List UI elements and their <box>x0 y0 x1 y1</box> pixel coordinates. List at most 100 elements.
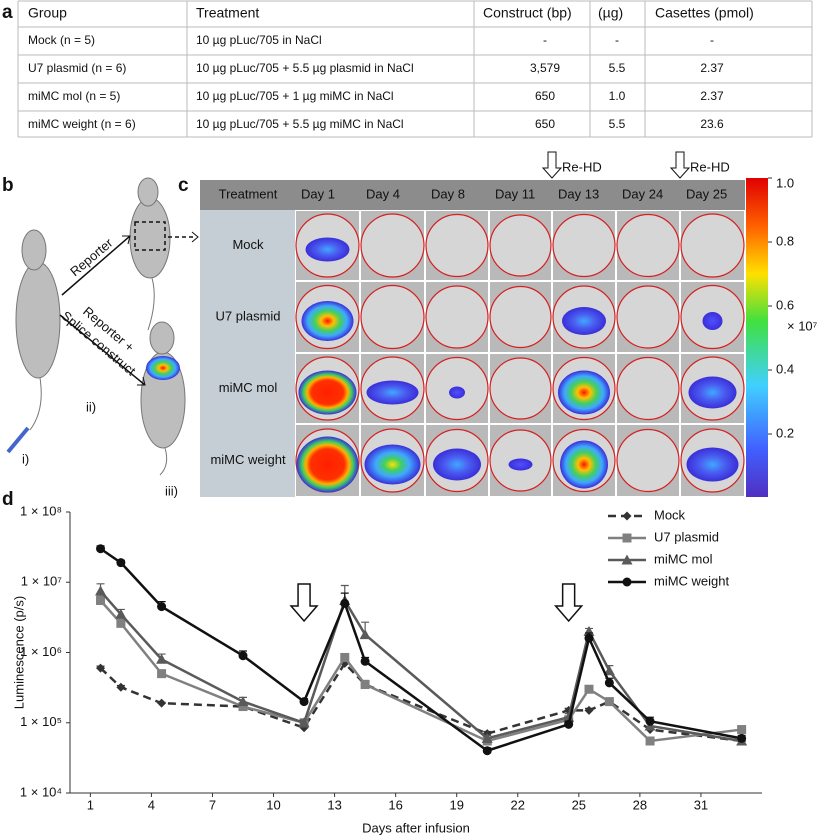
panel-label: b <box>2 175 14 196</box>
colorbar <box>746 178 768 497</box>
image-grid <box>295 210 745 497</box>
box <box>134 221 166 251</box>
well <box>680 213 745 278</box>
marker <box>157 669 167 679</box>
label: iii) <box>165 483 178 498</box>
marker <box>157 698 167 708</box>
x-tick-label: 7 <box>209 797 216 812</box>
x-tick-label: 19 <box>449 797 463 812</box>
signal <box>686 447 739 482</box>
y-tick-label: 1 × 10⁵ <box>20 714 62 729</box>
table-cell: 5.5 <box>609 117 626 131</box>
signal <box>146 356 180 380</box>
signal <box>508 458 533 471</box>
panel-label: a <box>2 2 13 23</box>
legend-label: miMC weight <box>654 573 730 588</box>
y-tick-label: 1 × 10⁶ <box>20 644 62 659</box>
mouse <box>129 197 171 279</box>
row-label: miMC weight <box>210 452 286 467</box>
column-header: Day 13 <box>558 186 599 201</box>
arrow <box>137 376 146 386</box>
marker <box>622 533 632 543</box>
well <box>616 213 680 278</box>
table-cell: 1.0 <box>609 89 626 103</box>
label: ii) <box>86 399 96 414</box>
table-cell: - <box>615 33 619 47</box>
table-cell: 5.5 <box>609 61 626 75</box>
x-tick-label: 28 <box>633 797 647 812</box>
column-header: (µg) <box>598 5 623 21</box>
mouse <box>15 261 61 379</box>
well <box>489 357 552 420</box>
marker <box>299 697 309 707</box>
well <box>552 213 616 278</box>
table-cell: 650 <box>535 117 555 131</box>
marker <box>645 736 655 746</box>
mouse <box>137 177 159 207</box>
column-header: Day 24 <box>622 186 663 201</box>
y-tick-label: 1 × 10⁴ <box>20 784 62 799</box>
table-cell: 10 µg pLuc/705 + 5.5 µg plasmid in NaCl <box>196 61 414 75</box>
arrow <box>191 231 199 243</box>
marker <box>584 705 594 715</box>
signal <box>449 386 465 399</box>
column-header: Day 1 <box>301 186 335 201</box>
marker <box>298 717 310 728</box>
marker <box>156 653 168 664</box>
column-header: Day 8 <box>431 186 465 201</box>
colorbar-tick-label: 0.8 <box>776 233 794 248</box>
column-header: Day 4 <box>366 186 400 201</box>
marker <box>96 663 106 673</box>
panel-label: d <box>2 489 14 510</box>
table-cell: 2.37 <box>700 61 724 75</box>
signal <box>366 380 419 405</box>
arrow <box>554 583 584 623</box>
marker <box>645 716 655 726</box>
arrow <box>61 235 131 296</box>
colorbar-tick-label: 0.2 <box>776 425 794 440</box>
marker <box>340 652 350 662</box>
y-axis-label: Luminescence (p/s) <box>11 596 26 709</box>
signal <box>433 448 481 481</box>
schematic <box>6 177 199 476</box>
marker <box>359 629 371 640</box>
signal <box>305 237 350 262</box>
signal <box>702 312 723 330</box>
marker <box>360 656 370 666</box>
marker <box>563 711 575 722</box>
colorbar-tick-label: 0.4 <box>776 361 794 376</box>
column-header: Group <box>28 5 67 21</box>
table-cell: 10 µg pLuc/705 + 1 µg miMC in NaCl <box>196 89 394 103</box>
legend-label: U7 plasmid <box>654 529 719 544</box>
column-header: Casettes (pmol) <box>655 5 754 21</box>
tail <box>29 377 42 431</box>
well <box>489 214 552 277</box>
marker <box>238 702 248 712</box>
x-tick-label: 4 <box>148 797 155 812</box>
well <box>616 285 680 349</box>
row-labels <box>200 210 295 497</box>
table-cell: miMC mol (n = 5) <box>28 89 120 103</box>
well <box>425 285 489 349</box>
x-tick-label: 25 <box>572 797 586 812</box>
header <box>200 180 745 210</box>
marker <box>603 665 615 676</box>
well <box>489 285 552 349</box>
colorbar-multiplier: × 10⁷ <box>787 318 818 333</box>
signal <box>298 370 357 415</box>
colorbar-tick-label: 0.6 <box>776 297 794 312</box>
marker <box>481 732 493 743</box>
tail <box>147 277 155 331</box>
marker <box>622 577 632 587</box>
column-header: Day 11 <box>495 186 535 201</box>
arrow <box>289 583 319 623</box>
well <box>616 356 680 421</box>
table-cell: 3,579 <box>530 61 560 75</box>
marker <box>622 511 632 521</box>
header-cell: Treatment <box>219 186 278 201</box>
annotation: Re-HD <box>562 159 602 174</box>
redose-arrow <box>669 151 691 179</box>
table-cell: - <box>710 33 714 47</box>
marker <box>96 595 106 605</box>
x-axis-label: Days after infusion <box>362 820 470 835</box>
